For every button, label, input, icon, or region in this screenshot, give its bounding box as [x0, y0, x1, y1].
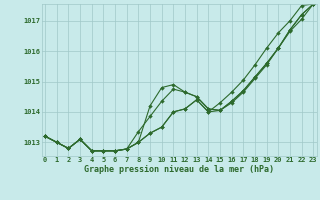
X-axis label: Graphe pression niveau de la mer (hPa): Graphe pression niveau de la mer (hPa)	[84, 165, 274, 174]
